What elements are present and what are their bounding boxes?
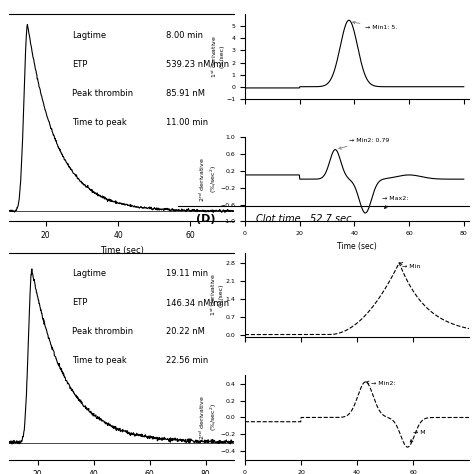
Text: 20.22 nM: 20.22 nM [166,327,205,336]
Text: Peak thrombin: Peak thrombin [72,89,133,98]
Text: → Min2:: → Min2: [365,381,396,386]
Text: → M: → M [410,430,426,442]
Y-axis label: 1$^{st}$ derivative
(%/sec): 1$^{st}$ derivative (%/sec) [210,273,224,317]
Text: Time to peak: Time to peak [72,356,127,365]
Text: 22.56 min: 22.56 min [166,356,209,365]
X-axis label: Time (sec): Time (sec) [100,246,144,255]
Text: 8.00 min: 8.00 min [166,31,203,40]
Y-axis label: 1$^{st}$ derivative
(%/sec): 1$^{st}$ derivative (%/sec) [210,35,225,78]
Text: → Min2: 0.79: → Min2: 0.79 [339,138,389,149]
Text: Lagtime: Lagtime [72,269,106,278]
Text: → Max2:: → Max2: [382,196,408,209]
Text: 146.34 nM/min: 146.34 nM/min [166,298,229,307]
Text: ETP: ETP [72,60,88,69]
Y-axis label: 2$^{nd}$ derivative
(%/sec$^2$): 2$^{nd}$ derivative (%/sec$^2$) [198,395,219,440]
Text: Clot time   52.7 sec: Clot time 52.7 sec [256,214,352,225]
Text: 19.11 min: 19.11 min [166,269,209,278]
Text: (D): (D) [196,214,215,225]
Text: → Min1: 5.: → Min1: 5. [353,21,398,30]
Y-axis label: 2$^{nd}$ derivative
(%/sec$^2$): 2$^{nd}$ derivative (%/sec$^2$) [198,157,219,201]
Text: Time to peak: Time to peak [72,118,127,127]
Text: Lagtime: Lagtime [72,31,106,40]
Text: 539.23 nM/min: 539.23 nM/min [166,60,229,69]
Text: 85.91 nM: 85.91 nM [166,89,205,98]
X-axis label: Time (sec): Time (sec) [337,242,377,251]
Text: 11.00 min: 11.00 min [166,118,209,127]
Text: Peak thrombin: Peak thrombin [72,327,133,336]
Text: ETP: ETP [72,298,88,307]
Text: → Min: → Min [399,263,420,269]
